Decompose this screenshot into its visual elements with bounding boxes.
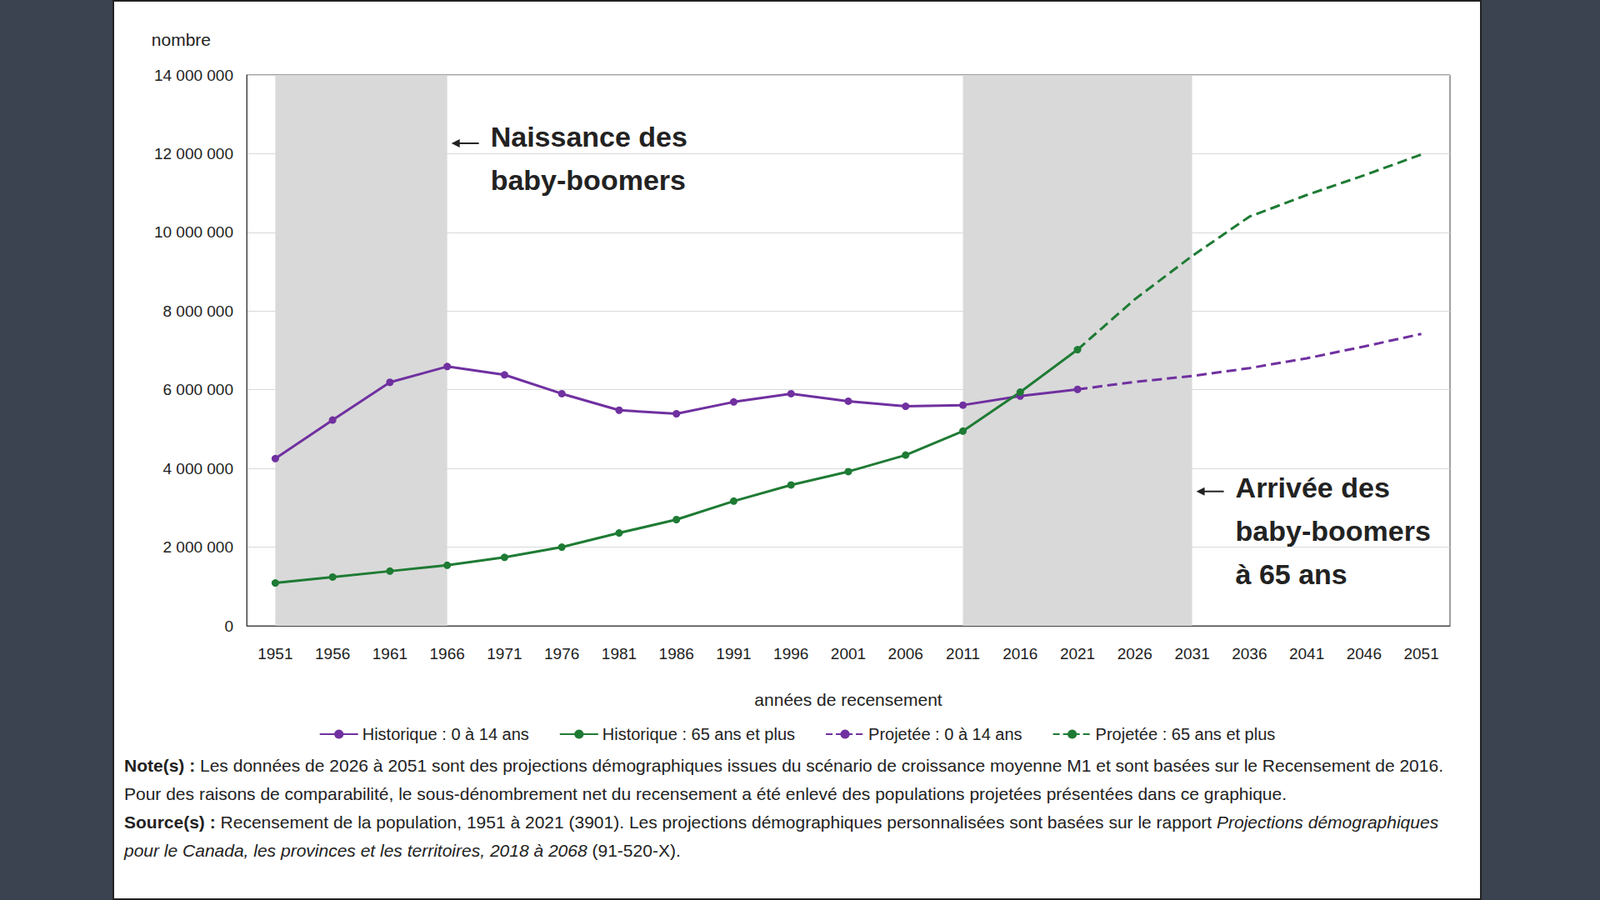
svg-text:Naissance des: Naissance des [490, 120, 688, 153]
svg-text:2051: 2051 [1403, 645, 1439, 663]
svg-text:12 000 000: 12 000 000 [154, 145, 234, 163]
svg-text:années de recensement: années de recensement [754, 690, 942, 710]
svg-text:1981: 1981 [601, 645, 637, 663]
svg-text:2046: 2046 [1346, 645, 1382, 663]
svg-text:1966: 1966 [430, 645, 465, 663]
svg-text:1961: 1961 [372, 645, 408, 663]
svg-text:2006: 2006 [888, 645, 924, 663]
svg-text:1991: 1991 [715, 645, 751, 663]
svg-text:Projetée : 0 à 14 ans: Projetée : 0 à 14 ans [868, 725, 1023, 744]
svg-text:0: 0 [224, 617, 234, 635]
svg-text:1986: 1986 [659, 645, 695, 663]
svg-text:8 000 000: 8 000 000 [162, 302, 234, 320]
svg-text:Projetée : 65 ans et plus: Projetée : 65 ans et plus [1095, 725, 1276, 744]
svg-text:2021: 2021 [1060, 645, 1095, 663]
svg-text:Arrivée des: Arrivée des [1235, 471, 1390, 504]
svg-text:2041: 2041 [1289, 645, 1325, 663]
svg-text:nombre: nombre [151, 30, 211, 50]
svg-text:1971: 1971 [486, 645, 522, 663]
svg-text:14 000 000: 14 000 000 [154, 66, 234, 85]
html-text:Source(s) : Recensement de la: Source(s) : Recensement de la population… [124, 812, 1439, 860]
svg-text:2036: 2036 [1231, 645, 1267, 663]
svg-text:baby-boomers: baby-boomers [490, 164, 686, 196]
svg-text:2 000 000: 2 000 000 [162, 538, 234, 556]
svg-text:4 000 000: 4 000 000 [162, 460, 234, 478]
svg-text:Historique : 0 à 14 ans: Historique : 0 à 14 ans [362, 725, 530, 744]
svg-text:2011: 2011 [945, 645, 980, 663]
svg-text:2031: 2031 [1174, 645, 1210, 663]
svg-text:Historique : 65 ans et plus: Historique : 65 ans et plus [602, 725, 795, 744]
svg-text:à 65 ans: à 65 ans [1235, 558, 1348, 590]
svg-text:2016: 2016 [1002, 645, 1038, 663]
svg-text:2026: 2026 [1117, 645, 1153, 663]
svg-text:baby-boomers: baby-boomers [1235, 515, 1431, 547]
svg-text:2001: 2001 [830, 645, 866, 663]
svg-text:1976: 1976 [544, 645, 580, 663]
svg-text:10 000 000: 10 000 000 [154, 223, 234, 241]
svg-text:1956: 1956 [315, 645, 350, 663]
svg-text:1996: 1996 [773, 645, 809, 663]
svg-text:6 000 000: 6 000 000 [162, 380, 234, 399]
html-text:Note(s) : Les données de 2026: Note(s) : Les données de 2026 à 2051 son… [124, 755, 1444, 804]
svg-text:1951: 1951 [257, 645, 293, 663]
